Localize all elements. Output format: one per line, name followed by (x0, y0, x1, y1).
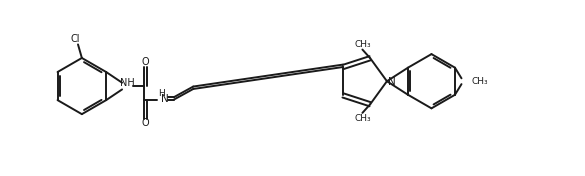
Text: NH: NH (120, 78, 135, 88)
Text: Cl: Cl (70, 34, 80, 44)
Text: CH₃: CH₃ (471, 77, 488, 86)
Text: N: N (388, 77, 396, 87)
Text: N: N (161, 94, 168, 104)
Text: CH₃: CH₃ (354, 40, 371, 49)
Text: O: O (142, 57, 149, 67)
Text: CH₃: CH₃ (354, 114, 371, 123)
Text: H: H (159, 89, 165, 98)
Text: O: O (142, 118, 149, 128)
